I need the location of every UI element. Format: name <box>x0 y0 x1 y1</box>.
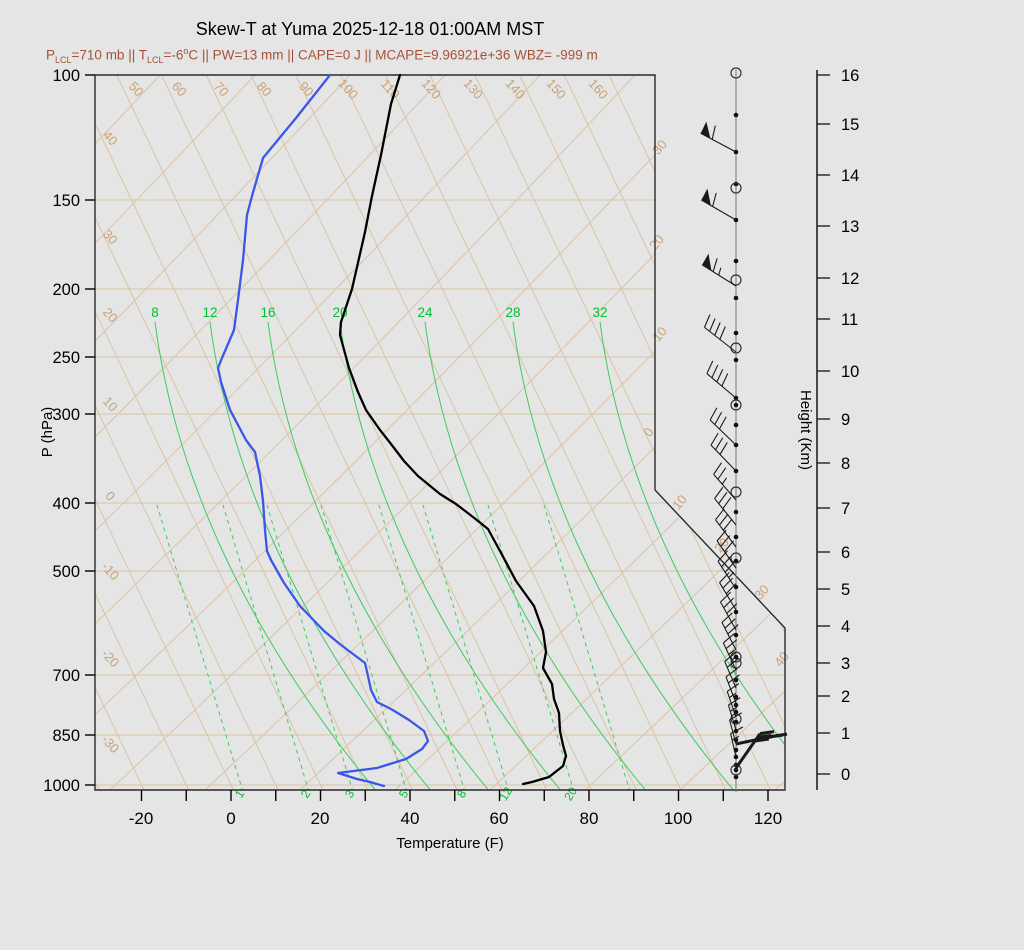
svg-text:20: 20 <box>100 305 121 326</box>
mixing-ratio-labels: 1 2 3 5 8 12 20 <box>232 784 580 803</box>
svg-text:1000: 1000 <box>43 777 80 795</box>
svg-text:150: 150 <box>52 192 80 210</box>
svg-text:40: 40 <box>100 128 121 149</box>
chart-subtitle: PLCL=710 mb || TLCL=-6oC || PW=13 mm || … <box>46 46 598 66</box>
pressure-axis-label: P (hPa) <box>39 407 56 458</box>
svg-text:2: 2 <box>298 787 314 800</box>
moist-adiabat-lines <box>154 321 785 790</box>
svg-text:0: 0 <box>841 766 850 784</box>
svg-text:10: 10 <box>100 394 121 415</box>
isotherm-labels: 50 60 70 80 90 100 110 120 130 140 150 160403020100… <box>98 76 791 756</box>
temperature-axis: -20 0 20 40 60 80 100 120 Temperature (F) <box>129 790 782 852</box>
grid-lines <box>95 75 785 790</box>
svg-text:200: 200 <box>52 281 80 299</box>
svg-text:100: 100 <box>664 809 692 828</box>
svg-text:12: 12 <box>841 270 859 288</box>
svg-text:9: 9 <box>841 411 850 429</box>
svg-text:160: 160 <box>586 76 612 102</box>
svg-text:0: 0 <box>640 425 656 440</box>
svg-text:140: 140 <box>503 76 529 102</box>
svg-text:7: 7 <box>841 500 850 518</box>
dewpoint-curve <box>216 73 430 788</box>
svg-text:150: 150 <box>544 76 570 102</box>
svg-text:24: 24 <box>417 305 433 320</box>
svg-text:15: 15 <box>841 116 859 134</box>
svg-text:11: 11 <box>841 311 858 329</box>
svg-text:32: 32 <box>592 305 607 320</box>
height-axis-label: Height (Km) <box>797 390 814 470</box>
wind-barb-column <box>700 67 788 792</box>
svg-text:120: 120 <box>754 809 782 828</box>
svg-text:400: 400 <box>52 495 80 513</box>
svg-text:1: 1 <box>841 725 850 743</box>
svg-text:-30: -30 <box>98 732 122 756</box>
svg-text:0: 0 <box>226 809 235 828</box>
svg-text:0: 0 <box>102 488 118 503</box>
svg-text:12: 12 <box>202 305 217 320</box>
svg-text:28: 28 <box>505 305 520 320</box>
svg-text:20: 20 <box>646 232 667 253</box>
svg-text:16: 16 <box>260 305 275 320</box>
svg-text:10: 10 <box>649 324 670 345</box>
svg-text:6: 6 <box>841 544 850 562</box>
svg-text:30: 30 <box>649 137 670 158</box>
chart-title: Skew-T at Yuma 2025-12-18 01:00AM MST <box>195 19 545 39</box>
svg-text:70: 70 <box>211 79 232 100</box>
svg-text:250: 250 <box>52 349 80 367</box>
temperature-curve <box>338 73 568 786</box>
svg-text:700: 700 <box>52 667 80 685</box>
temperature-axis-label: Temperature (F) <box>396 835 504 852</box>
svg-text:130: 130 <box>461 76 487 102</box>
svg-text:5: 5 <box>841 581 850 599</box>
plot-boundary <box>94 74 786 791</box>
pressure-axis: 100 150 200 250 300 400 500 700 850 1000 P (hPa) <box>39 67 95 795</box>
svg-text:500: 500 <box>52 563 80 581</box>
svg-text:10: 10 <box>669 492 690 513</box>
svg-text:20: 20 <box>311 809 330 828</box>
svg-text:100: 100 <box>336 76 362 102</box>
svg-text:50: 50 <box>126 79 147 100</box>
svg-text:8: 8 <box>151 305 159 320</box>
svg-text:60: 60 <box>490 809 509 828</box>
svg-text:300: 300 <box>52 406 80 424</box>
moist-adiabat-labels: 8 12 16 20 24 28 32 <box>151 305 607 320</box>
svg-text:16: 16 <box>841 67 859 85</box>
mixing-ratio-lines <box>156 504 631 790</box>
svg-text:3: 3 <box>841 655 850 673</box>
svg-text:30: 30 <box>751 582 772 603</box>
svg-text:13: 13 <box>841 218 859 236</box>
svg-text:40: 40 <box>771 649 792 670</box>
svg-text:5: 5 <box>396 787 412 800</box>
svg-text:8: 8 <box>454 787 470 800</box>
svg-text:80: 80 <box>254 79 275 100</box>
svg-text:4: 4 <box>841 618 850 636</box>
svg-text:-20: -20 <box>129 809 154 828</box>
svg-text:8: 8 <box>841 455 850 473</box>
svg-text:100: 100 <box>52 67 80 85</box>
svg-text:-20: -20 <box>98 646 122 670</box>
svg-text:20: 20 <box>561 784 580 803</box>
svg-text:30: 30 <box>100 227 121 248</box>
dry-adiabat-lines <box>95 75 785 790</box>
svg-text:1: 1 <box>232 787 248 800</box>
svg-text:850: 850 <box>52 727 80 745</box>
svg-text:3: 3 <box>342 787 358 800</box>
svg-text:10: 10 <box>841 363 859 381</box>
svg-text:40: 40 <box>401 809 420 828</box>
svg-text:2: 2 <box>841 688 850 706</box>
svg-text:14: 14 <box>841 167 859 185</box>
svg-text:80: 80 <box>580 809 599 828</box>
svg-text:-10: -10 <box>98 559 122 583</box>
